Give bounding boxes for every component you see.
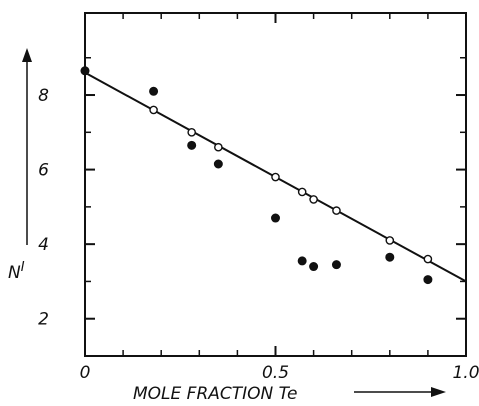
filled-circle-point — [331, 260, 341, 270]
open-circle-point — [423, 254, 433, 264]
y-axis-label-superscript: I — [21, 260, 25, 275]
x-tick-labels: 0 0.5 1.0 — [80, 363, 479, 383]
filled-circle-point — [309, 262, 319, 272]
y-axis-label: NI — [8, 260, 25, 283]
filled-circle-series — [80, 66, 433, 285]
x-axis-label: MOLE FRACTION Te — [133, 384, 297, 404]
filled-circle-point — [213, 159, 223, 169]
x-tick-label: 0.5 — [262, 363, 289, 383]
plot-frame — [84, 12, 467, 357]
open-circle-point — [149, 105, 158, 115]
open-circle-point — [271, 172, 280, 182]
x-tick-label: 0 — [80, 363, 91, 383]
axis-ticks — [84, 13, 467, 356]
open-circle-point — [297, 187, 307, 197]
open-circle-point — [214, 142, 223, 152]
filled-circle-point — [271, 213, 280, 223]
filled-circle-point — [385, 252, 395, 262]
filled-circle-point — [297, 256, 307, 266]
y-tick-label: 4 — [38, 235, 49, 255]
open-circle-point — [385, 236, 395, 245]
filled-circle-point — [149, 86, 159, 96]
x-tick-label: 1.0 — [452, 363, 479, 383]
filled-circle-point — [80, 66, 90, 76]
y-axis-arrow-head — [22, 48, 32, 62]
y-tick-label: 6 — [38, 161, 49, 181]
open-circle-point — [187, 128, 196, 137]
y-tick-label: 8 — [38, 86, 49, 106]
y-tick-label: 2 — [38, 310, 49, 330]
y-tick-labels: 2 4 6 8 — [38, 86, 49, 330]
x-axis-arrow-head — [431, 387, 446, 397]
open-circle-point — [309, 195, 318, 204]
filled-circle-point — [187, 140, 197, 150]
open-circle-point — [332, 206, 341, 215]
filled-circle-point — [423, 275, 433, 285]
